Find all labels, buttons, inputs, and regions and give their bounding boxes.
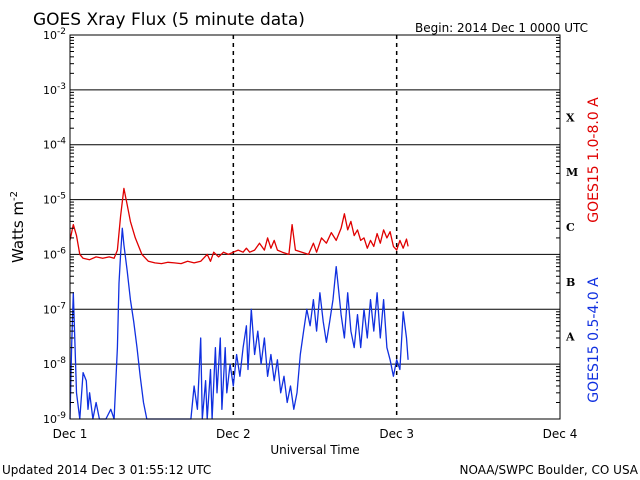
footer-updated: Updated 2014 Dec 3 01:55:12 UTC: [2, 463, 211, 477]
decade-grid-lines: [70, 89, 560, 365]
y-tick-label-5: 10-4: [43, 137, 66, 152]
flare-class-labels: A B C M X: [565, 111, 578, 343]
y-tick-label-1: 10-8: [43, 356, 66, 371]
flare-class-m: M: [566, 166, 578, 179]
flare-class-b: B: [566, 276, 575, 289]
y-tick-label-7: 10-2: [43, 27, 66, 42]
flare-class-a: A: [565, 331, 575, 344]
y-tick-label-2: 10-7: [43, 301, 66, 316]
plot-frame: [69, 34, 561, 420]
y-tick-label-0: 10-9: [43, 411, 66, 426]
footer-source: NOAA/SWPC Boulder, CO USA: [460, 463, 639, 477]
begin-time: Begin: 2014 Dec 1 0000 UTC: [415, 21, 588, 35]
x-axis-ticks: Dec 1 Dec 2 Dec 3 Dec 4: [53, 427, 578, 441]
x-axis-label: Universal Time: [270, 443, 359, 457]
x-tick-label-0: Dec 1: [53, 427, 88, 441]
chart-title: GOES Xray Flux (5 minute data): [33, 10, 305, 30]
series-label-long: GOES15 1.0-8.0 A: [586, 97, 602, 223]
x-tick-label-3: Dec 4: [543, 427, 578, 441]
series-line-0: [69, 187, 409, 265]
day-separator-lines: [232, 35, 398, 419]
series-label-short: GOES15 0.5-4.0 A: [586, 277, 602, 403]
y-axis-ticks: 10-9 10-8 10-7 10-6 10-5 10-4 10-3 10-2: [43, 27, 560, 426]
y-tick-label-4: 10-5: [43, 192, 66, 207]
y-tick-label-6: 10-3: [43, 82, 66, 97]
x-tick-label-2: Dec 3: [379, 427, 414, 441]
y-axis-label: Watts m-2: [9, 191, 27, 263]
flare-class-x: X: [566, 111, 575, 124]
series-layer: [69, 187, 409, 420]
y-tick-label-3: 10-6: [43, 246, 66, 261]
series-line-1: [69, 227, 409, 420]
flare-class-c: C: [566, 221, 575, 234]
x-tick-label-1: Dec 2: [216, 427, 251, 441]
